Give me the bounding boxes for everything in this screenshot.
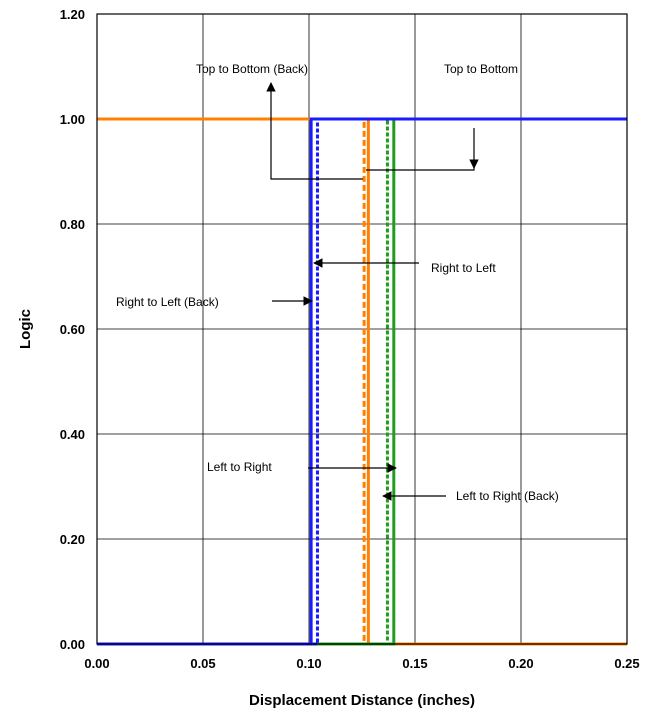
y-tick-label: 0.60	[60, 322, 85, 337]
y-tick-label: 0.40	[60, 427, 85, 442]
series-line-0	[97, 117, 627, 646]
annotation-left-to-right-label: Left to Right	[207, 460, 272, 474]
annotation-right-to-left-back-label: Right to Left (Back)	[116, 295, 219, 309]
y-tick-label: 1.00	[60, 112, 85, 127]
x-tick-label: 0.00	[84, 656, 109, 671]
annotation-top-to-bottom-back-arrow	[266, 82, 363, 180]
y-tick-labels: 0.00 0.20 0.40 0.60 0.80 1.00 1.20	[60, 7, 85, 652]
series-line-2	[97, 117, 627, 646]
x-tick-label: 0.20	[508, 656, 533, 671]
plot-frame	[96, 13, 628, 645]
series-line-1	[97, 117, 627, 646]
annotation-right-to-left-label: Right to Left	[431, 261, 496, 275]
x-tick-label: 0.25	[614, 656, 639, 671]
series-layer	[97, 117, 627, 646]
y-tick-label: 0.20	[60, 532, 85, 547]
annotation-left-to-right-back: Left to Right (Back)	[382, 489, 559, 503]
series-line-3	[97, 117, 627, 646]
y-axis-title: Logic	[17, 309, 34, 349]
x-axis-title: Displacement Distance (inches)	[249, 692, 475, 709]
y-tick-label: 1.20	[60, 7, 85, 22]
annotation-top-to-bottom: Top to Bottom	[366, 62, 518, 171]
grid	[96, 13, 628, 645]
annotation-right-to-left-back: Right to Left (Back)	[116, 295, 313, 309]
annotation-left-to-right: Left to Right	[207, 460, 397, 474]
annotation-left-to-right-back-label: Left to Right (Back)	[456, 489, 559, 503]
x-tick-label: 0.10	[296, 656, 321, 671]
annotation-top-to-bottom-label: Top to Bottom	[444, 62, 518, 76]
annotation-top-to-bottom-back-label: Top to Bottom (Back)	[196, 62, 308, 76]
series-line-4	[97, 117, 627, 646]
annotation-top-to-bottom-back: Top to Bottom (Back)	[196, 62, 363, 180]
series-line-5	[97, 117, 627, 646]
x-tick-labels: 0.00 0.05 0.10 0.15 0.20 0.25	[84, 656, 639, 671]
y-tick-label: 0.00	[60, 637, 85, 652]
x-tick-label: 0.05	[190, 656, 215, 671]
x-tick-label: 0.15	[402, 656, 427, 671]
y-tick-label: 0.80	[60, 217, 85, 232]
annotation-right-to-left: Right to Left	[313, 258, 496, 275]
annotation-top-to-bottom-arrow	[366, 167, 475, 171]
